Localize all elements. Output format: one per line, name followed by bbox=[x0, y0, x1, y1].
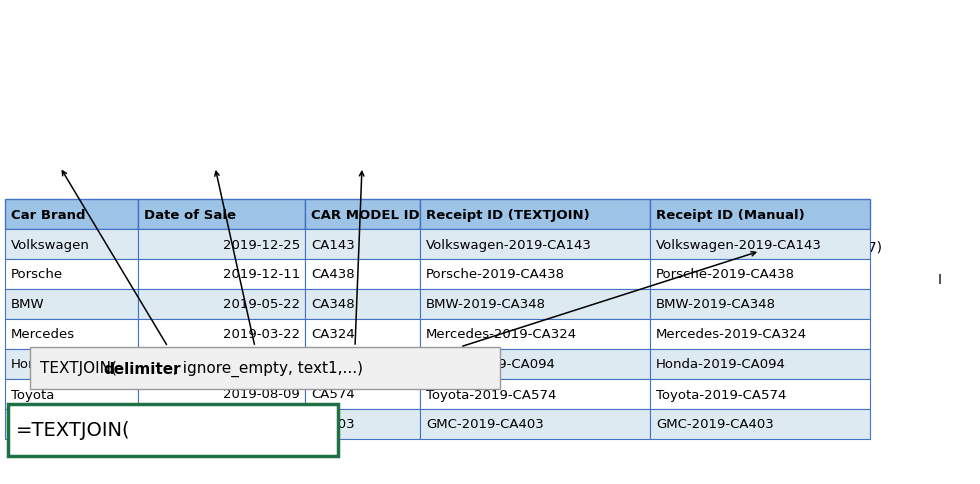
Bar bbox=[30, 348, 500, 389]
Bar bbox=[305, 379, 420, 409]
Text: CA324: CA324 bbox=[311, 328, 355, 341]
Text: MANUAL CONCATENATION:: MANUAL CONCATENATION: bbox=[8, 217, 237, 232]
Text: TEXTJOIN FORMULA:: TEXTJOIN FORMULA: bbox=[8, 240, 184, 255]
Bar bbox=[5, 379, 138, 409]
Bar bbox=[420, 349, 650, 379]
Text: GMC: GMC bbox=[11, 418, 42, 431]
Text: Toyota: Toyota bbox=[11, 388, 54, 401]
Text: Honda-2019-CA094: Honda-2019-CA094 bbox=[426, 358, 556, 371]
Bar bbox=[5, 259, 138, 289]
Text: Mercedes: Mercedes bbox=[11, 328, 75, 341]
Text: , ignore_empty, text1,...): , ignore_empty, text1,...) bbox=[173, 360, 364, 377]
Bar bbox=[5, 199, 138, 229]
Text: Receipt ID (TEXTJOIN): Receipt ID (TEXTJOIN) bbox=[426, 208, 590, 221]
Text: Receipt ID (Manual): Receipt ID (Manual) bbox=[656, 208, 805, 221]
Text: Honda-2019-CA094: Honda-2019-CA094 bbox=[656, 358, 786, 371]
Bar bbox=[305, 409, 420, 439]
Text: 2019-08-14: 2019-08-14 bbox=[223, 358, 300, 371]
Bar bbox=[420, 199, 650, 229]
Text: CA348: CA348 bbox=[311, 298, 355, 311]
Bar bbox=[650, 229, 870, 259]
Bar bbox=[305, 289, 420, 319]
Text: 2019-12-11: 2019-12-11 bbox=[222, 268, 300, 281]
Bar bbox=[650, 259, 870, 289]
Bar bbox=[650, 199, 870, 229]
Bar bbox=[138, 349, 305, 379]
Bar bbox=[138, 199, 305, 229]
Text: BMW-2019-CA348: BMW-2019-CA348 bbox=[426, 298, 546, 311]
Bar bbox=[305, 319, 420, 349]
Text: GMC-2019-CA403: GMC-2019-CA403 bbox=[426, 418, 544, 431]
Text: CA438: CA438 bbox=[311, 268, 355, 281]
Text: =TEXTJOIN("-",TRUE,C37,YEAR(D37),E37): =TEXTJOIN("-",TRUE,C37,YEAR(D37),E37) bbox=[595, 241, 883, 255]
Text: TEXTJOIN(: TEXTJOIN( bbox=[40, 361, 117, 376]
Text: Toyota-2019-CA574: Toyota-2019-CA574 bbox=[656, 388, 786, 401]
Text: Porsche-2019-CA438: Porsche-2019-CA438 bbox=[656, 268, 795, 281]
Bar bbox=[5, 349, 138, 379]
Text: BMW: BMW bbox=[11, 298, 45, 311]
Bar bbox=[650, 349, 870, 379]
Text: Car Brand: Car Brand bbox=[11, 208, 85, 221]
Bar bbox=[420, 229, 650, 259]
Bar bbox=[5, 409, 138, 439]
Text: Toyota-2019-CA574: Toyota-2019-CA574 bbox=[426, 388, 557, 401]
Bar bbox=[8, 404, 338, 456]
Text: Mercedes-2019-CA324: Mercedes-2019-CA324 bbox=[656, 328, 808, 341]
Bar bbox=[305, 259, 420, 289]
Bar bbox=[650, 289, 870, 319]
Text: 2019-12-25: 2019-12-25 bbox=[222, 238, 300, 251]
Bar bbox=[650, 409, 870, 439]
Text: Porsche: Porsche bbox=[11, 268, 63, 281]
Text: CAR MODEL ID: CAR MODEL ID bbox=[311, 208, 419, 221]
Bar bbox=[138, 379, 305, 409]
Text: Honda: Honda bbox=[11, 358, 54, 371]
Text: CA403: CA403 bbox=[311, 418, 355, 431]
Bar bbox=[138, 289, 305, 319]
Text: 2019-05-22: 2019-05-22 bbox=[222, 298, 300, 311]
Bar bbox=[138, 259, 305, 289]
Bar bbox=[420, 379, 650, 409]
Text: CA094: CA094 bbox=[311, 358, 355, 371]
Text: =C41&"-"&YEAR(D41)&"-"&E41: =C41&"-"&YEAR(D41)&"-"&E41 bbox=[595, 217, 814, 231]
Bar bbox=[138, 409, 305, 439]
Bar bbox=[650, 379, 870, 409]
Text: Porsche-2019-CA438: Porsche-2019-CA438 bbox=[426, 268, 565, 281]
Text: delimiter: delimiter bbox=[103, 361, 180, 376]
Bar bbox=[5, 319, 138, 349]
Bar bbox=[305, 349, 420, 379]
Text: CA574: CA574 bbox=[311, 388, 355, 401]
Bar bbox=[138, 229, 305, 259]
Text: =TEXTJOIN(: =TEXTJOIN( bbox=[16, 421, 130, 439]
Text: 2019-03-22: 2019-03-22 bbox=[222, 328, 300, 341]
Bar bbox=[420, 409, 650, 439]
Text: Volkswagen: Volkswagen bbox=[11, 238, 90, 251]
Text: I: I bbox=[938, 272, 942, 287]
Text: Mercedes-2019-CA324: Mercedes-2019-CA324 bbox=[426, 328, 577, 341]
Bar bbox=[420, 259, 650, 289]
Text: GMC-2019-CA403: GMC-2019-CA403 bbox=[656, 418, 774, 431]
Bar bbox=[5, 289, 138, 319]
Text: CA143: CA143 bbox=[311, 238, 355, 251]
Text: Volkswagen-2019-CA143: Volkswagen-2019-CA143 bbox=[656, 238, 822, 251]
Bar bbox=[305, 199, 420, 229]
Text: 2019-01-06: 2019-01-06 bbox=[223, 418, 300, 431]
Text: BMW-2019-CA348: BMW-2019-CA348 bbox=[656, 298, 776, 311]
Text: Date of Sale: Date of Sale bbox=[144, 208, 236, 221]
Text: Volkswagen-2019-CA143: Volkswagen-2019-CA143 bbox=[426, 238, 592, 251]
Bar bbox=[138, 319, 305, 349]
Bar bbox=[420, 319, 650, 349]
Bar bbox=[650, 319, 870, 349]
Text: 2019-08-09: 2019-08-09 bbox=[223, 388, 300, 401]
Bar bbox=[5, 229, 138, 259]
Bar bbox=[305, 229, 420, 259]
Bar bbox=[420, 289, 650, 319]
